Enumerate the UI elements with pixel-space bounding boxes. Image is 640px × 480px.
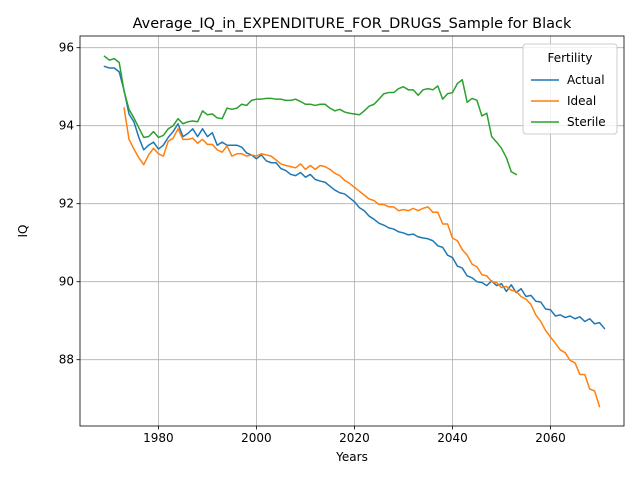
x-tick-label: 2040 — [437, 431, 468, 445]
x-tick-label: 2060 — [535, 431, 566, 445]
legend-label-sterile: Sterile — [567, 115, 606, 129]
y-tick-label: 96 — [59, 41, 74, 55]
axis-ticks: 1980 2000 2020 2040 2060 88 90 92 94 96 — [59, 41, 566, 445]
legend-title: Fertility — [547, 51, 592, 65]
x-tick-label: 2000 — [241, 431, 272, 445]
chart-title: Average_IQ_in_EXPENDITURE_FOR_DRUGS_Samp… — [133, 16, 572, 32]
y-axis-label: IQ — [16, 225, 30, 238]
legend-box — [522, 43, 618, 135]
legend-label-actual: Actual — [567, 73, 605, 87]
y-tick-label: 90 — [59, 275, 74, 289]
legend-label-ideal: Ideal — [567, 94, 596, 108]
series-line-actual — [103, 65, 606, 330]
series-line-ideal — [123, 107, 601, 408]
series-lines — [103, 55, 606, 408]
plot-frame — [79, 35, 625, 427]
y-tick-label: 88 — [59, 353, 74, 367]
x-tick-label: 1980 — [143, 431, 174, 445]
x-tick-label: 2020 — [339, 431, 370, 445]
legend: Fertility Actual Ideal Sterile — [522, 43, 618, 135]
y-tick-label: 94 — [59, 119, 74, 133]
y-tick-label: 92 — [59, 197, 74, 211]
x-axis-label: Years — [335, 450, 368, 464]
series-line-sterile — [103, 55, 518, 176]
